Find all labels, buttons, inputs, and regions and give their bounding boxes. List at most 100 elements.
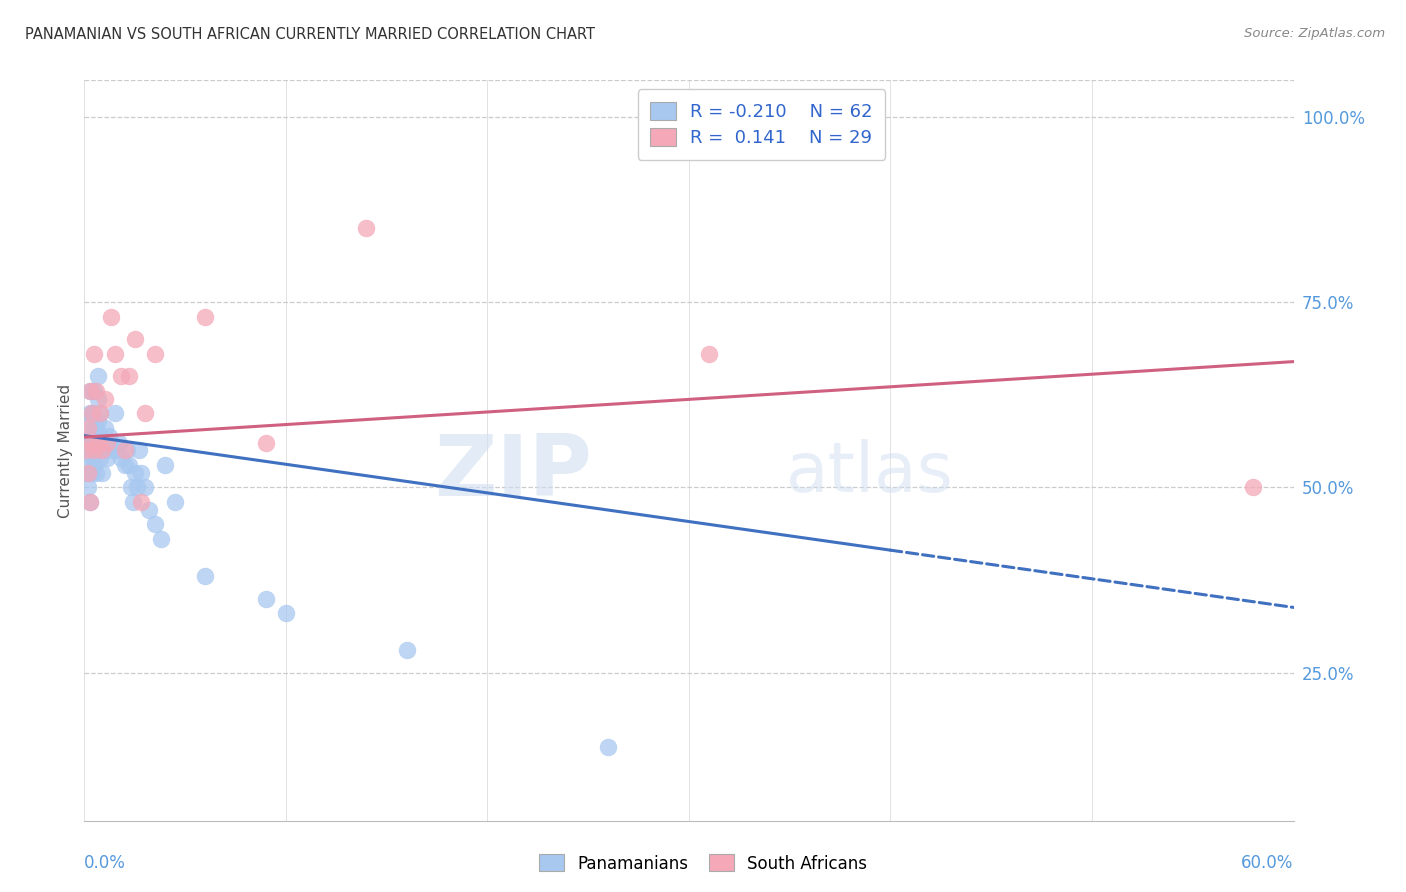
Text: PANAMANIAN VS SOUTH AFRICAN CURRENTLY MARRIED CORRELATION CHART: PANAMANIAN VS SOUTH AFRICAN CURRENTLY MA… [25,27,595,42]
Point [115,443,138,458]
Point [77,466,100,480]
Point [82,407,104,421]
Point [100,436,122,450]
Point [93,421,115,435]
Point [75,443,97,458]
Point [129,495,152,509]
Point [75,466,97,480]
Point [82,407,104,421]
Point [91,436,114,450]
Point [93,392,115,406]
Point [124,333,146,347]
Point [79,407,101,421]
Point [83,458,105,473]
Point [165,495,187,509]
Point [89,428,111,442]
Point [83,428,105,442]
Point [110,369,132,384]
Point [118,369,141,384]
Point [356,221,378,235]
Point [194,310,217,325]
Point [83,421,105,435]
Point [124,466,146,480]
Point [121,495,143,509]
Point [274,607,297,621]
Point [104,347,127,361]
Text: atlas: atlas [786,439,953,506]
Point [79,443,101,458]
Point [87,369,110,384]
Point [114,443,136,458]
Point [83,443,105,458]
Text: Source: ZipAtlas.com: Source: ZipAtlas.com [1244,27,1385,40]
Point [89,407,111,421]
Point [86,443,108,458]
Point [89,407,111,421]
Point [77,414,100,428]
Point [87,392,110,406]
Point [107,436,129,450]
Point [143,517,166,532]
Point [134,480,156,494]
Point [598,739,620,754]
Point [96,436,118,450]
Point [83,347,105,361]
Point [77,421,100,435]
Point [105,443,128,458]
Point [96,450,118,465]
Point [82,436,104,450]
Point [87,414,110,428]
Point [83,443,105,458]
Point [101,443,124,458]
Point [104,407,127,421]
Point [153,458,176,473]
Point [97,428,120,442]
Point [77,480,100,494]
Point [75,443,97,458]
Point [83,384,105,399]
Text: ZIP: ZIP [434,431,592,514]
Point [1241,480,1264,494]
Point [100,310,122,325]
Point [143,347,166,361]
Point [110,450,132,465]
Point [120,480,142,494]
Point [89,450,111,465]
Point [91,443,114,458]
Legend: R = -0.210    N = 62, R =  0.141    N = 29: R = -0.210 N = 62, R = 0.141 N = 29 [638,89,886,160]
Point [118,458,141,473]
Text: 60.0%: 60.0% [1241,854,1294,872]
Point [125,480,148,494]
Legend: Panamanians, South Africans: Panamanians, South Africans [533,847,873,880]
Point [149,533,172,547]
Point [254,591,277,606]
Point [82,466,104,480]
Point [134,407,156,421]
Point [87,436,110,450]
Point [395,643,418,657]
Point [87,436,110,450]
Point [79,428,101,442]
Point [79,384,101,399]
Point [79,384,101,399]
Point [138,502,160,516]
Point [128,443,150,458]
Point [82,450,104,465]
Point [194,569,217,583]
Point [82,428,104,442]
Point [114,458,136,473]
Point [129,466,152,480]
Point [93,443,115,458]
Point [79,495,101,509]
Point [77,436,100,450]
Point [77,458,100,473]
Point [254,436,277,450]
Point [86,466,108,480]
Point [79,495,101,509]
Point [91,466,114,480]
Point [697,347,720,361]
Y-axis label: Currently Married: Currently Married [58,384,73,517]
Point [86,384,108,399]
Point [86,421,108,435]
Text: 0.0%: 0.0% [84,854,127,872]
